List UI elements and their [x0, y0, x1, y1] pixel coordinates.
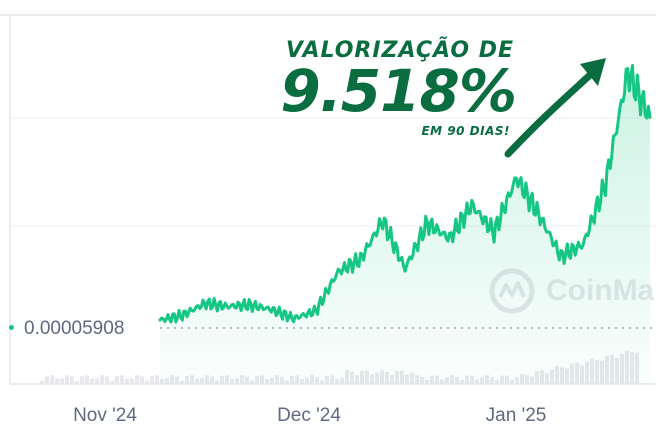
volume-bar: [80, 376, 84, 384]
volume-bar: [95, 378, 99, 384]
volume-bar: [140, 376, 144, 384]
volume-bar: [55, 378, 59, 384]
volume-bar: [110, 380, 114, 384]
volume-bar: [145, 380, 149, 384]
volume-bar: [150, 376, 154, 384]
x-tick-label: Nov '24: [73, 405, 137, 426]
volume-bar: [40, 381, 44, 384]
volume-bar: [115, 376, 119, 384]
headline-bottom: EM 90 DIAS!: [421, 124, 510, 138]
headline-value: 9.518%: [280, 57, 517, 125]
volume-bar: [155, 375, 159, 384]
x-tick-label: Dec '24: [277, 405, 341, 426]
volume-bar: [105, 376, 109, 384]
volume-bar: [45, 376, 49, 384]
baseline-price-label: 0.00005908: [24, 318, 125, 339]
x-tick-label: Jan '25: [485, 405, 547, 426]
watermark-text: CoinMa: [546, 274, 655, 307]
volume-bar: [65, 375, 69, 384]
growth-arrow-shaft: [504, 71, 594, 158]
growth-arrow-head: [580, 58, 606, 86]
baseline-marker-dot: [9, 325, 14, 330]
price-area-fill: [160, 65, 650, 385]
volume-bar: [75, 380, 79, 384]
volume-bar: [50, 375, 54, 384]
volume-bar: [90, 378, 94, 384]
volume-bar: [120, 375, 124, 384]
volume-bar: [60, 378, 64, 384]
volume-bar: [130, 378, 134, 384]
headline-top: VALORIZAÇÃO DE: [285, 38, 514, 63]
volume-bar: [70, 376, 74, 384]
volume-bar: [135, 375, 139, 384]
watermark: CoinMa: [488, 266, 654, 316]
volume-bar: [125, 378, 129, 384]
volume-bar: [85, 375, 89, 384]
coinmarketcap-logo-icon: [489, 268, 535, 314]
volume-bar: [100, 375, 104, 384]
price-line: [158, 63, 652, 324]
